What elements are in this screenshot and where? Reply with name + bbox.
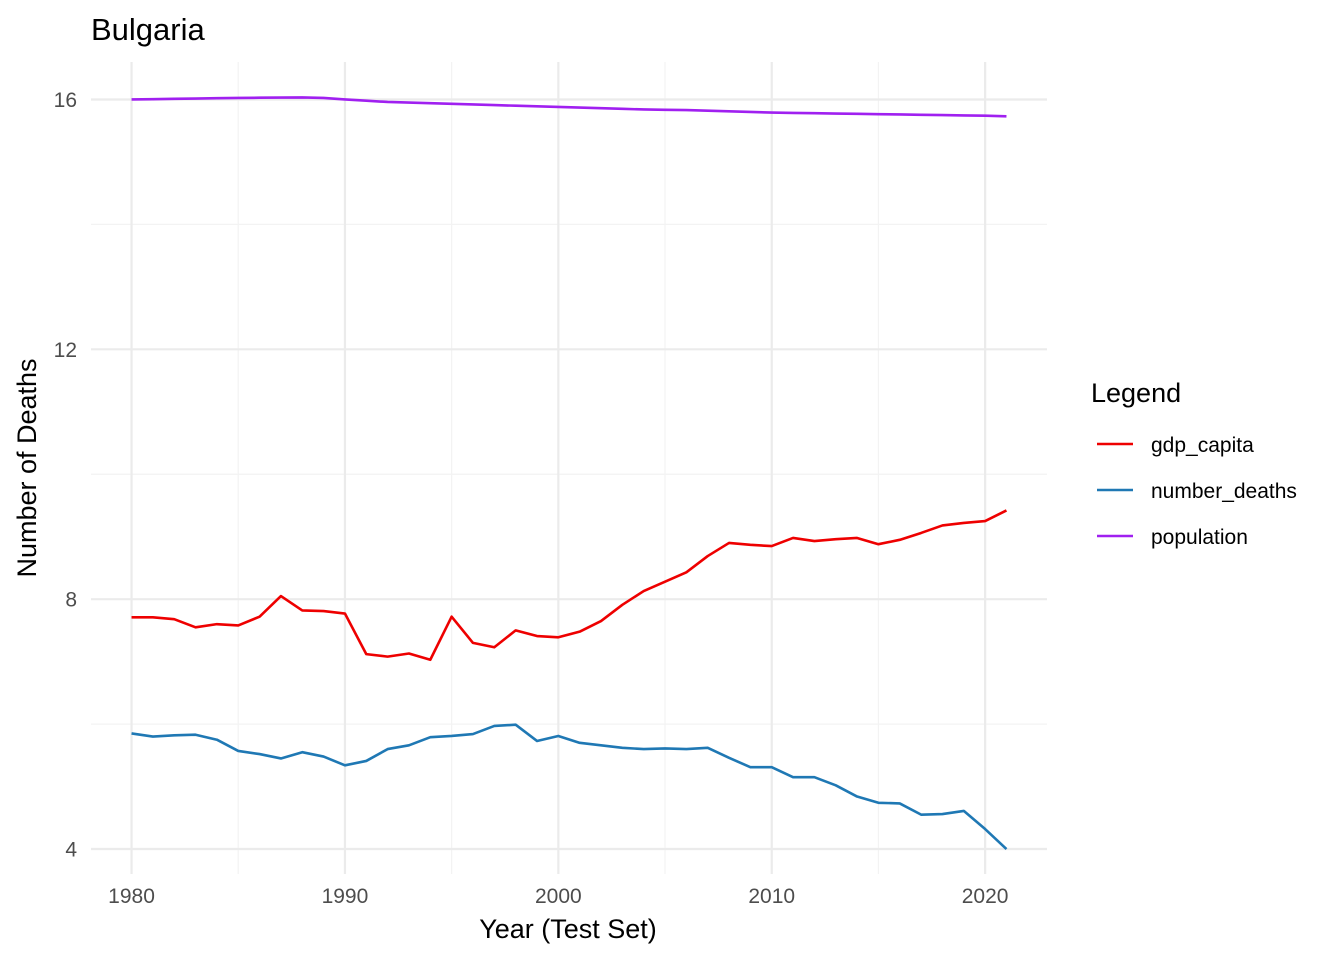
legend-label: number_deaths <box>1151 480 1297 503</box>
x-axis-title: Year (Test Set) <box>479 914 657 944</box>
y-tick-label: 8 <box>65 589 77 612</box>
legend-label: population <box>1151 526 1248 549</box>
y-tick-label: 16 <box>54 89 77 112</box>
grid <box>91 62 1047 874</box>
series-line-population <box>131 96 1007 118</box>
y-tick-label: 4 <box>65 839 77 862</box>
x-tick-label: 1990 <box>322 885 369 908</box>
x-tick-label: 2020 <box>962 885 1009 908</box>
x-tick-label: 2000 <box>535 885 582 908</box>
y-tick-label: 12 <box>54 339 77 362</box>
series-lines <box>131 96 1008 850</box>
series-line-number-deaths <box>131 723 1008 850</box>
legend-title: Legend <box>1091 378 1181 408</box>
y-axis-ticks: 4 8 12 16 <box>54 89 78 862</box>
series-line-gdp-capita <box>131 509 1008 662</box>
legend-label: gdp_capita <box>1151 434 1254 457</box>
x-axis-ticks: 1980 1990 2000 2010 2020 <box>108 885 1008 908</box>
x-tick-label: 2010 <box>748 885 795 908</box>
x-tick-label: 1980 <box>108 885 155 908</box>
legend: gdp_capita number_deaths population <box>1097 434 1297 549</box>
chart-title: Bulgaria <box>91 12 205 47</box>
y-axis-title: Number of Deaths <box>12 358 42 577</box>
